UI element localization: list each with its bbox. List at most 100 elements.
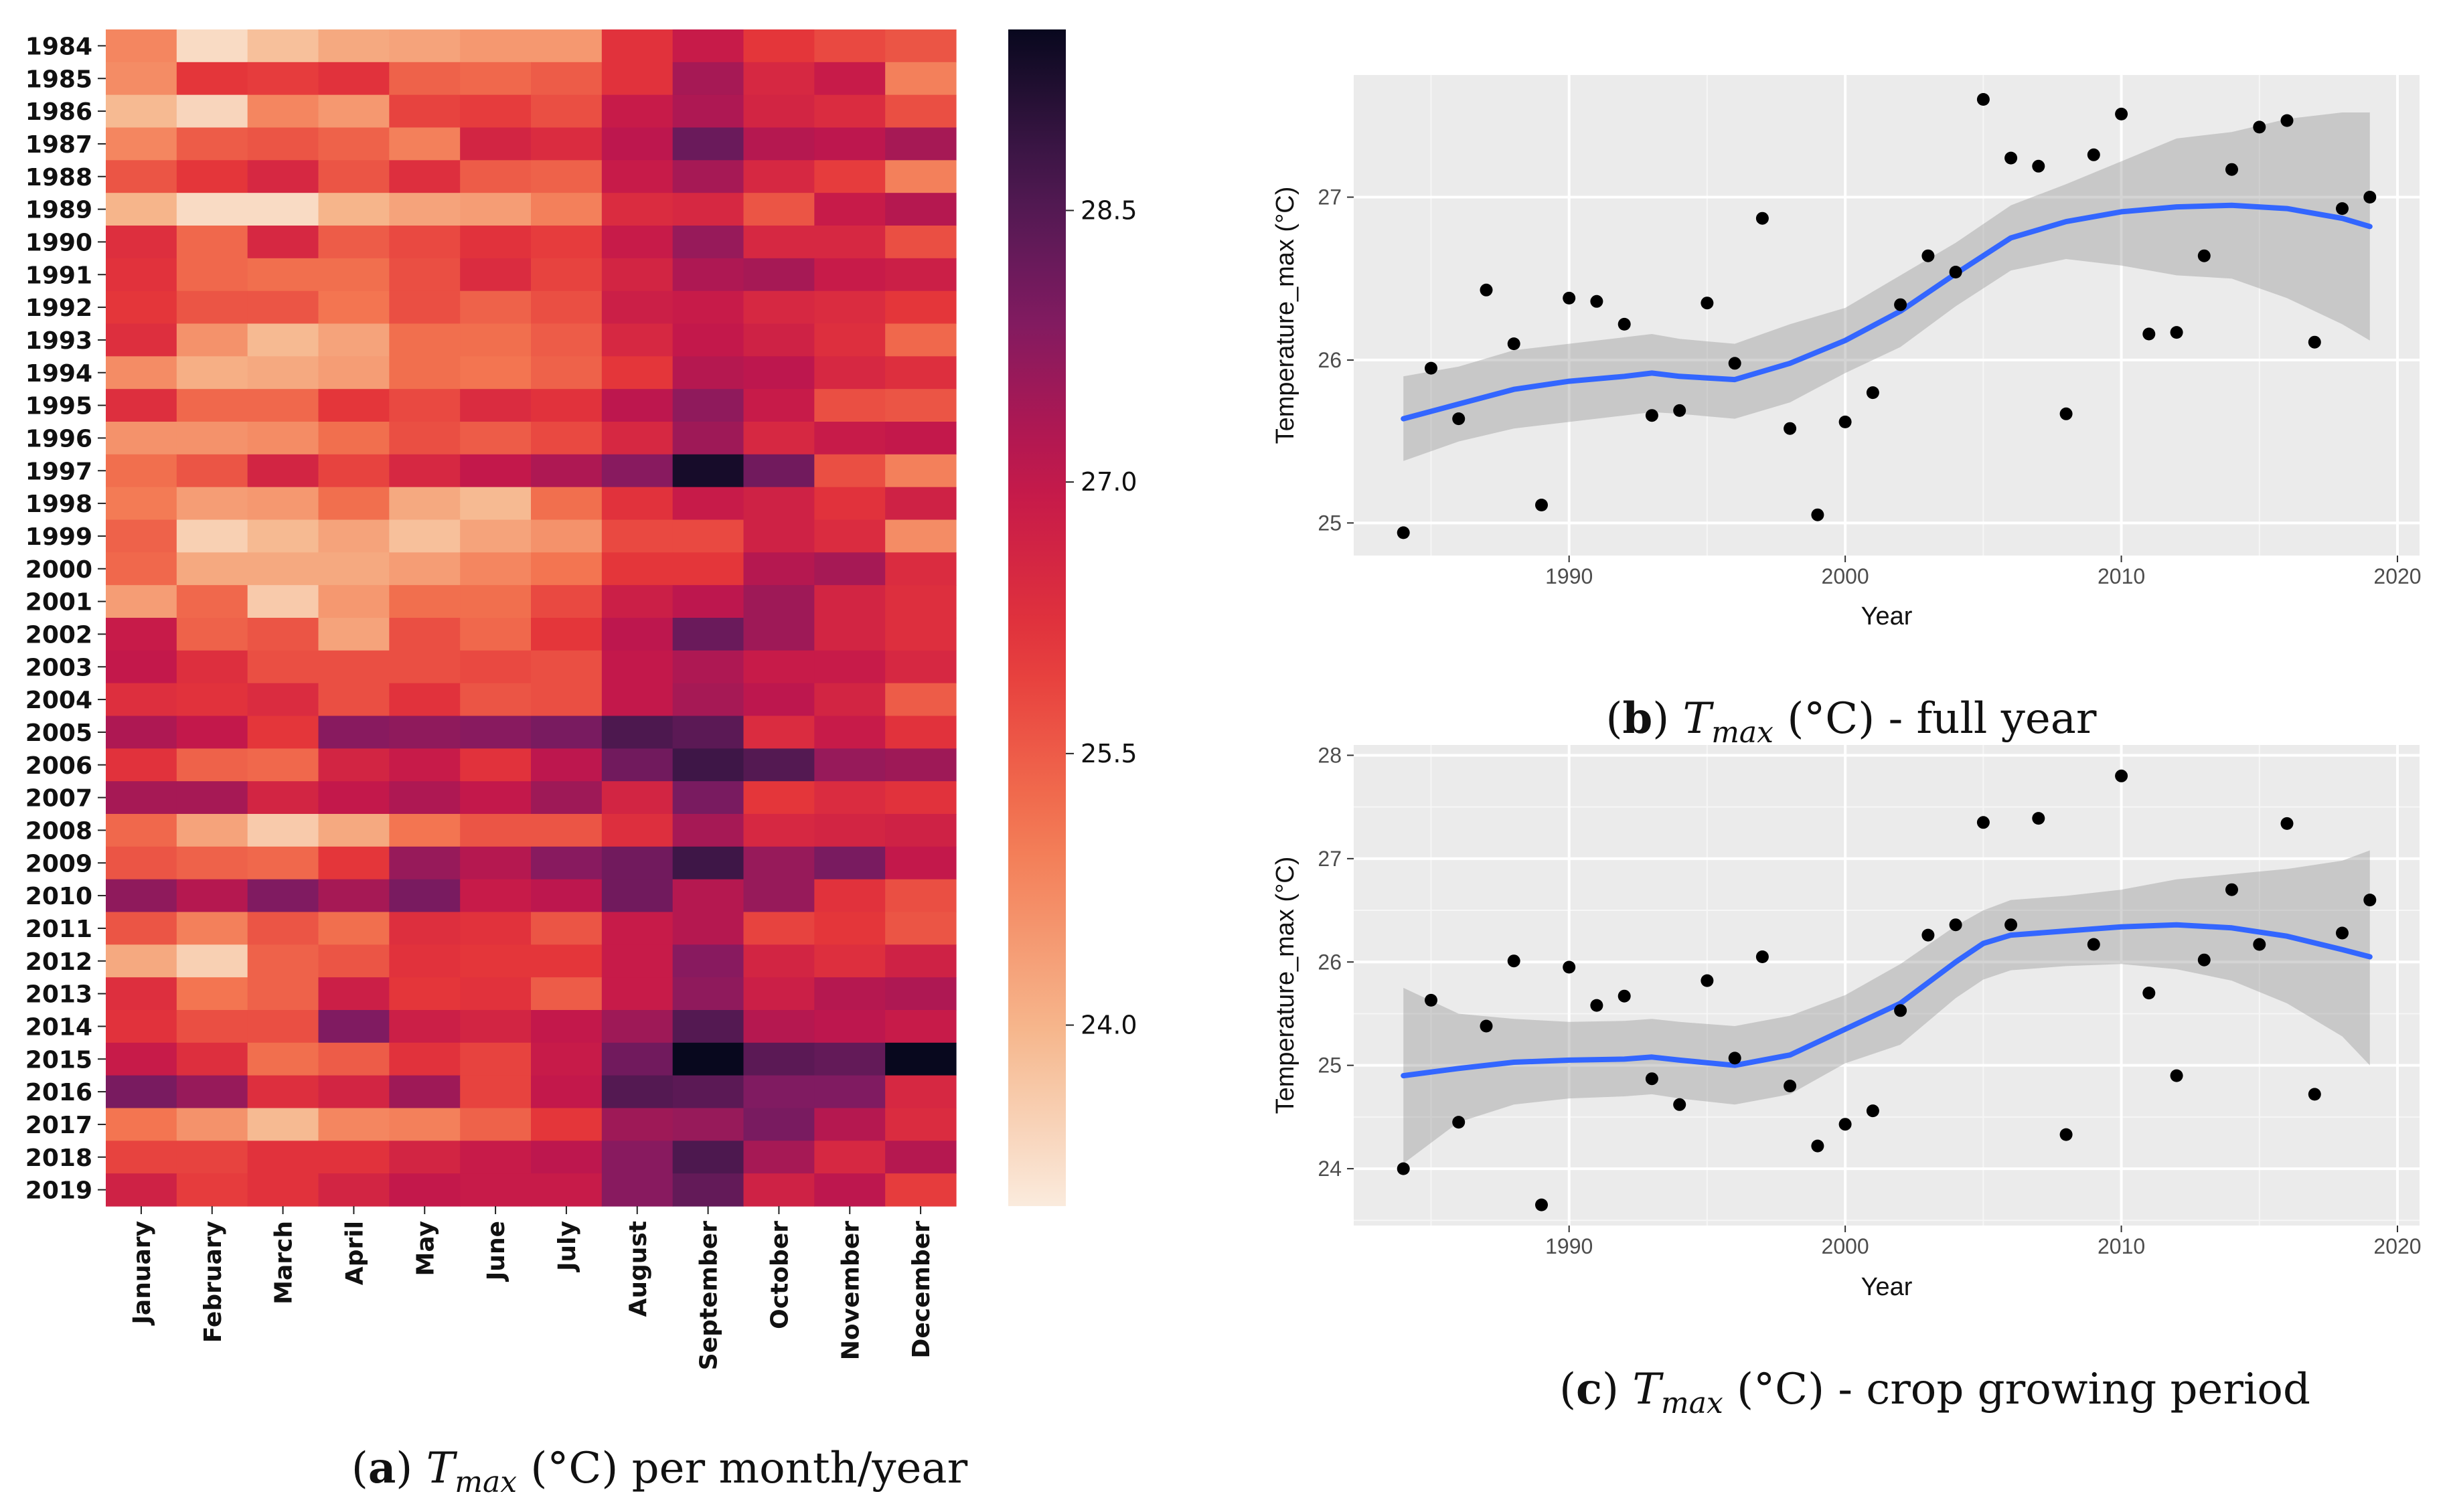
heatmap-cell-2016-January <box>106 1075 177 1109</box>
data-point-2016 <box>2280 114 2294 127</box>
heatmap-cell-1992-February <box>176 290 248 325</box>
plot-panel-background <box>1354 75 2420 556</box>
heatmap-cell-2012-November <box>814 944 886 978</box>
heatmap-cell-1996-September <box>672 422 744 455</box>
heatmap-cell-1989-September <box>672 193 744 226</box>
row-label: 1988 <box>25 164 92 191</box>
heatmap-cell-1998-August <box>601 487 674 521</box>
heatmap-cell-1984-May <box>389 29 461 63</box>
heatmap-cell-2005-February <box>176 716 248 749</box>
heatmap-cell-2018-June <box>460 1141 532 1174</box>
heatmap-cell-1985-March <box>247 62 319 96</box>
heatmap-cell-2015-August <box>601 1042 674 1076</box>
heatmap-cell-2004-January <box>106 683 177 717</box>
heatmap-cell-2000-February <box>176 552 248 586</box>
row-label: 1999 <box>25 523 92 551</box>
data-point-1984 <box>1397 526 1410 539</box>
heatmap-cell-2007-February <box>176 781 248 815</box>
heatmap-cell-1999-September <box>672 519 744 553</box>
heatmap-cell-1999-February <box>176 519 248 553</box>
panel-c-scatter: 1990 2000 2010 2020 24 25 26 27 28 Year Temperatur… <box>1271 743 2422 1301</box>
heatmap-cell-2004-October <box>743 683 815 717</box>
data-point-1996 <box>1728 357 1741 370</box>
heatmap-cell-2008-July <box>531 814 603 847</box>
heatmap-cell-2007-July <box>531 781 603 815</box>
heatmap-cell-1992-September <box>672 290 744 325</box>
data-point-2011 <box>2142 987 2156 1000</box>
data-point-2009 <box>2087 148 2100 161</box>
heatmap-cell-2002-December <box>885 618 957 651</box>
heatmap-cell-1989-July <box>531 193 603 226</box>
row-label: 1987 <box>25 131 92 159</box>
heatmap-cell-2013-March <box>247 977 319 1011</box>
heatmap-cell-1987-December <box>885 127 957 161</box>
heatmap-cell-2019-October <box>743 1173 815 1207</box>
data-point-2002 <box>1894 298 1907 311</box>
heatmap-cell-2002-April <box>318 618 390 651</box>
heatmap-cell-2010-May <box>389 879 461 913</box>
x-tick-label: 2020 <box>2373 1234 2421 1258</box>
heatmap-cell-1995-November <box>814 389 886 422</box>
heatmap-cell-2007-May <box>389 781 461 815</box>
heatmap-cell-2013-May <box>389 977 461 1011</box>
heatmap-cell-2011-February <box>176 912 248 945</box>
heatmap-cell-2011-January <box>106 912 177 945</box>
heatmap-cell-2017-March <box>247 1108 319 1141</box>
heatmap-cell-2013-July <box>531 977 603 1011</box>
heatmap-cell-1989-May <box>389 193 461 226</box>
heatmap-cell-1986-May <box>389 94 461 129</box>
heatmap-cell-2019-February <box>176 1173 248 1207</box>
heatmap-cell-2002-July <box>531 618 603 651</box>
heatmap-cell-1994-October <box>743 356 815 390</box>
heatmap-cell-1996-June <box>460 422 532 455</box>
heatmap-cell-2015-October <box>743 1042 815 1076</box>
heatmap-cell-2006-May <box>389 748 461 782</box>
heatmap-cell-2012-July <box>531 944 603 978</box>
x-tick-label: 1990 <box>1545 1234 1593 1258</box>
y-tick-label: 26 <box>1318 348 1342 372</box>
heatmap-cell-1994-November <box>814 356 886 390</box>
trend-line <box>1401 922 2373 1079</box>
heatmap-cell-1994-June <box>460 356 532 390</box>
row-label: 2002 <box>25 621 92 649</box>
heatmap-cell-2009-May <box>389 846 461 880</box>
heatmap-cell-2001-June <box>460 585 532 618</box>
heatmap-cell-1985-June <box>460 62 532 96</box>
heatmap-cell-1998-January <box>106 487 177 521</box>
heatmap-cell-2006-November <box>814 748 886 782</box>
heatmap-cell-2015-September <box>672 1042 744 1076</box>
heatmap-cell-2016-February <box>176 1075 248 1109</box>
row-label: 2012 <box>25 948 92 976</box>
heatmap-cell-2002-June <box>460 618 532 651</box>
colorbar-tick-label: 24.0 <box>1081 1011 1137 1040</box>
heatmap-cell-1999-March <box>247 519 319 553</box>
heatmap-cell-2001-September <box>672 585 744 618</box>
heatmap-cell-1999-May <box>389 519 461 553</box>
heatmap-cell-2001-December <box>885 585 957 618</box>
data-point-2008 <box>2059 407 2073 420</box>
heatmap-cell-2018-October <box>743 1141 815 1174</box>
heatmap-cell-1991-August <box>601 258 674 292</box>
heatmap-cell-1998-October <box>743 487 815 521</box>
heatmap-cell-1994-September <box>672 356 744 390</box>
heatmap-cell-2009-September <box>672 846 744 880</box>
heatmap-cell-1996-November <box>814 422 886 455</box>
heatmap-cell-2010-February <box>176 879 248 913</box>
heatmap-cell-1986-April <box>318 94 390 129</box>
data-point-1991 <box>1590 999 1603 1012</box>
heatmap-cell-1987-June <box>460 127 532 161</box>
column-label: August <box>625 1221 652 1317</box>
heatmap-cell-2002-August <box>601 618 674 651</box>
row-label: 1991 <box>25 262 92 289</box>
y-tick-label: 28 <box>1318 743 1342 767</box>
heatmap-cell-1992-December <box>885 290 957 325</box>
data-point-1988 <box>1507 954 1520 968</box>
heatmap-cell-2001-April <box>318 585 390 618</box>
column-label: March <box>270 1221 298 1305</box>
heatmap-cell-2010-September <box>672 879 744 913</box>
heatmap-cell-1987-November <box>814 127 886 161</box>
heatmap-cell-2005-April <box>318 716 390 749</box>
heatmap-cell-1999-January <box>106 519 177 553</box>
heatmap-cell-2018-May <box>389 1141 461 1174</box>
heatmap-cell-1997-July <box>531 454 603 488</box>
